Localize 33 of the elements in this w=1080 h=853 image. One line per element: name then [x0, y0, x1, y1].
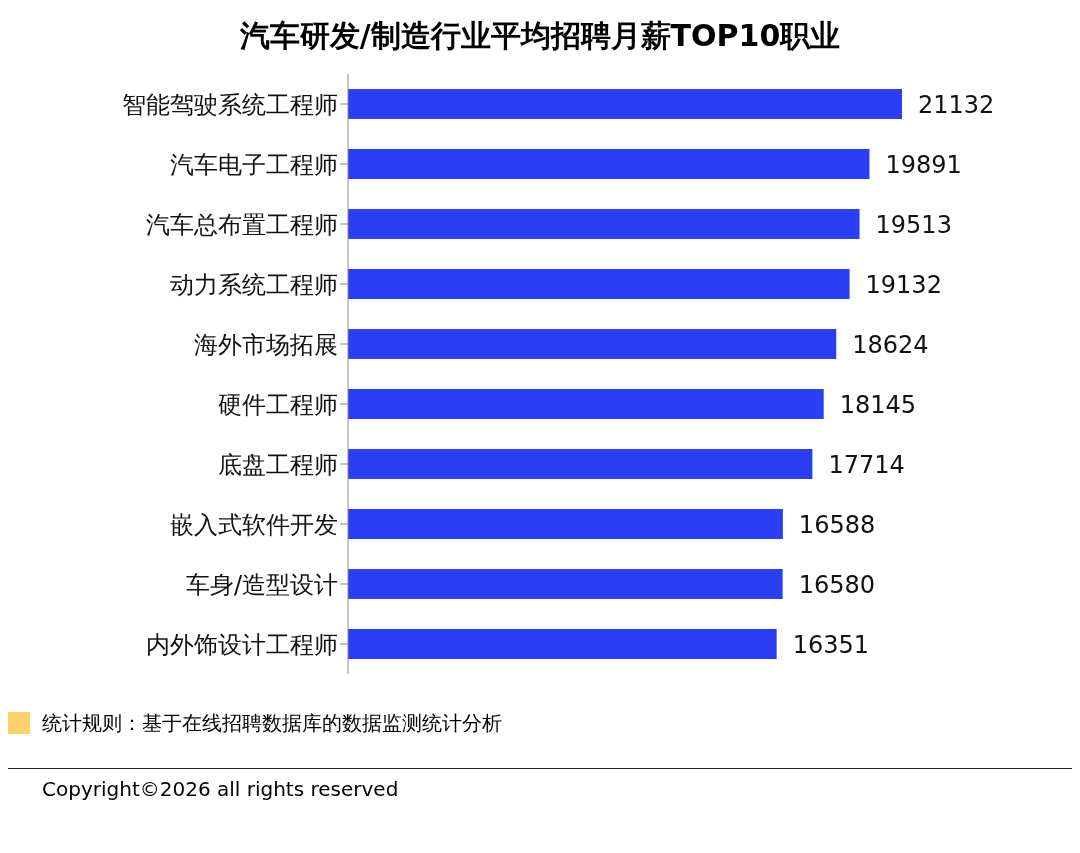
data-label: 17714 [828, 450, 905, 479]
data-label: 19513 [875, 210, 952, 239]
y-tick-label: 动力系统工程师 [170, 270, 338, 299]
y-tick-label: 汽车总布置工程师 [146, 210, 338, 239]
bar [348, 89, 902, 119]
bar [348, 209, 860, 239]
bar [348, 569, 783, 599]
bar [348, 269, 850, 299]
data-label: 18624 [852, 330, 929, 359]
data-label: 18145 [839, 390, 917, 419]
data-label: 16351 [792, 630, 870, 659]
bar [348, 509, 783, 539]
y-tick-label: 智能驾驶系统工程师 [122, 90, 338, 119]
bar [348, 389, 824, 419]
bar [348, 149, 870, 179]
y-tick-label: 硬件工程师 [218, 390, 338, 419]
y-tick-label: 内外饰设计工程师 [146, 630, 338, 659]
y-tick-label: 车身/造型设计 [185, 570, 338, 599]
data-label: 21132 [918, 90, 995, 119]
data-label: 16580 [798, 570, 876, 599]
bar [348, 329, 837, 359]
bar [348, 449, 813, 479]
y-tick-label: 嵌入式软件开发 [170, 510, 338, 539]
y-tick-label: 汽车电子工程师 [170, 150, 338, 179]
y-tick-label: 海外市场拓展 [194, 330, 338, 359]
data-label: 19891 [885, 150, 962, 179]
data-label: 16588 [798, 510, 876, 539]
text: 统计规则：基于在线招聘数据库的数据监测统计分析 [42, 709, 502, 737]
bar [348, 629, 777, 659]
text: Copyright©2026 all rights reserved [42, 777, 399, 801]
chart-title: 汽车研发/制造行业平均招聘月薪TOP10职业 [238, 17, 842, 55]
y-tick-label: 底盘工程师 [218, 450, 338, 479]
data-label: 19132 [865, 270, 942, 299]
